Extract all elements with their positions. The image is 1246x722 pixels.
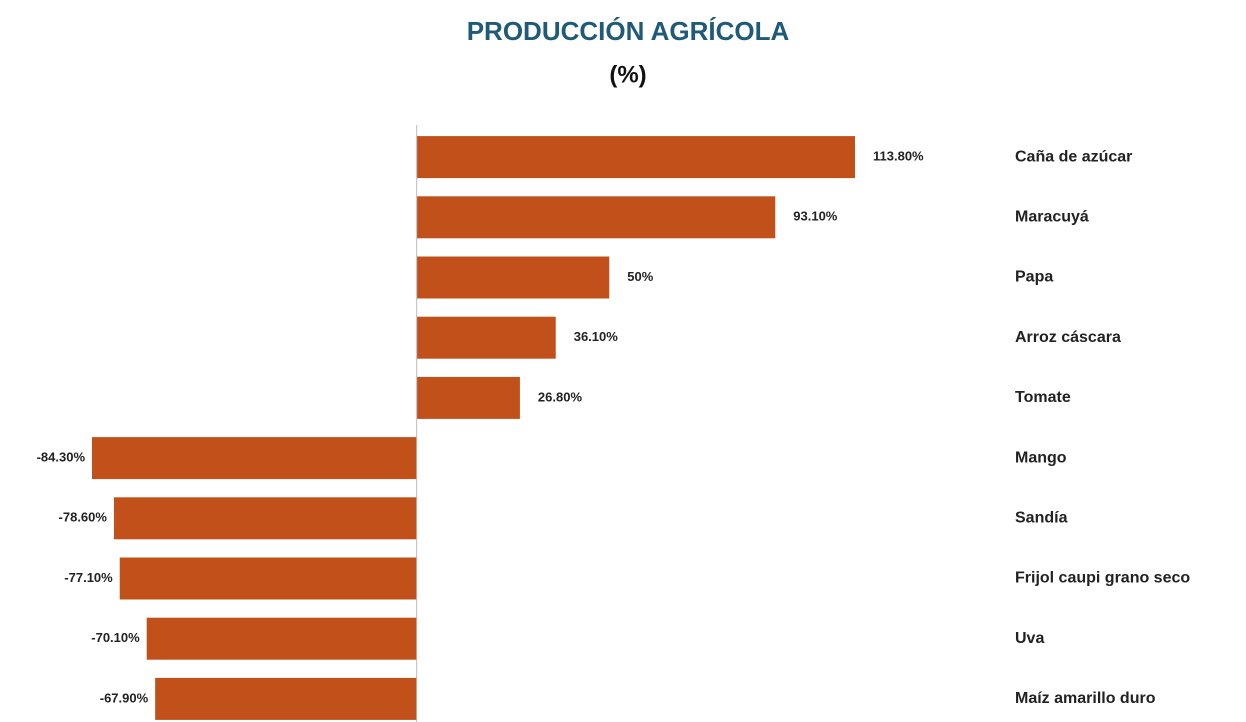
value-label: 113.80% [873,149,924,164]
value-label: -78.60% [59,510,108,525]
value-label: -84.30% [37,450,86,465]
category-label: Tomate [1015,389,1071,406]
category-label: Maíz amarillo duro [1015,690,1156,707]
value-label: 36.10% [574,329,619,344]
category-label: Arroz cáscara [1015,329,1121,346]
value-label: 93.10% [793,209,838,224]
category-label: Sandía [1015,510,1068,527]
value-label: -70.10% [91,630,140,645]
bar [416,316,556,359]
bar [416,256,610,299]
category-label: Frijol caupi grano seco [1015,570,1190,587]
bar [113,497,417,540]
value-label: -77.10% [64,570,113,585]
bar [416,376,520,419]
value-label: 50% [627,269,653,284]
value-label: 26.80% [538,389,583,404]
category-label: Mango [1015,449,1067,466]
value-label: -67.90% [100,690,149,705]
bar [416,136,855,179]
category-label: Maracuyá [1015,209,1089,226]
category-label: Papa [1015,269,1053,286]
category-label: Caña de azúcar [1015,148,1132,165]
bar [92,437,417,480]
bar [119,557,417,600]
bar [416,196,776,239]
bar [155,677,417,720]
category-label: Uva [1015,630,1044,647]
chart-subtitle: (%) [609,61,646,88]
bar [146,617,417,660]
chart-title: PRODUCCIÓN AGRÍCOLA [467,16,790,46]
